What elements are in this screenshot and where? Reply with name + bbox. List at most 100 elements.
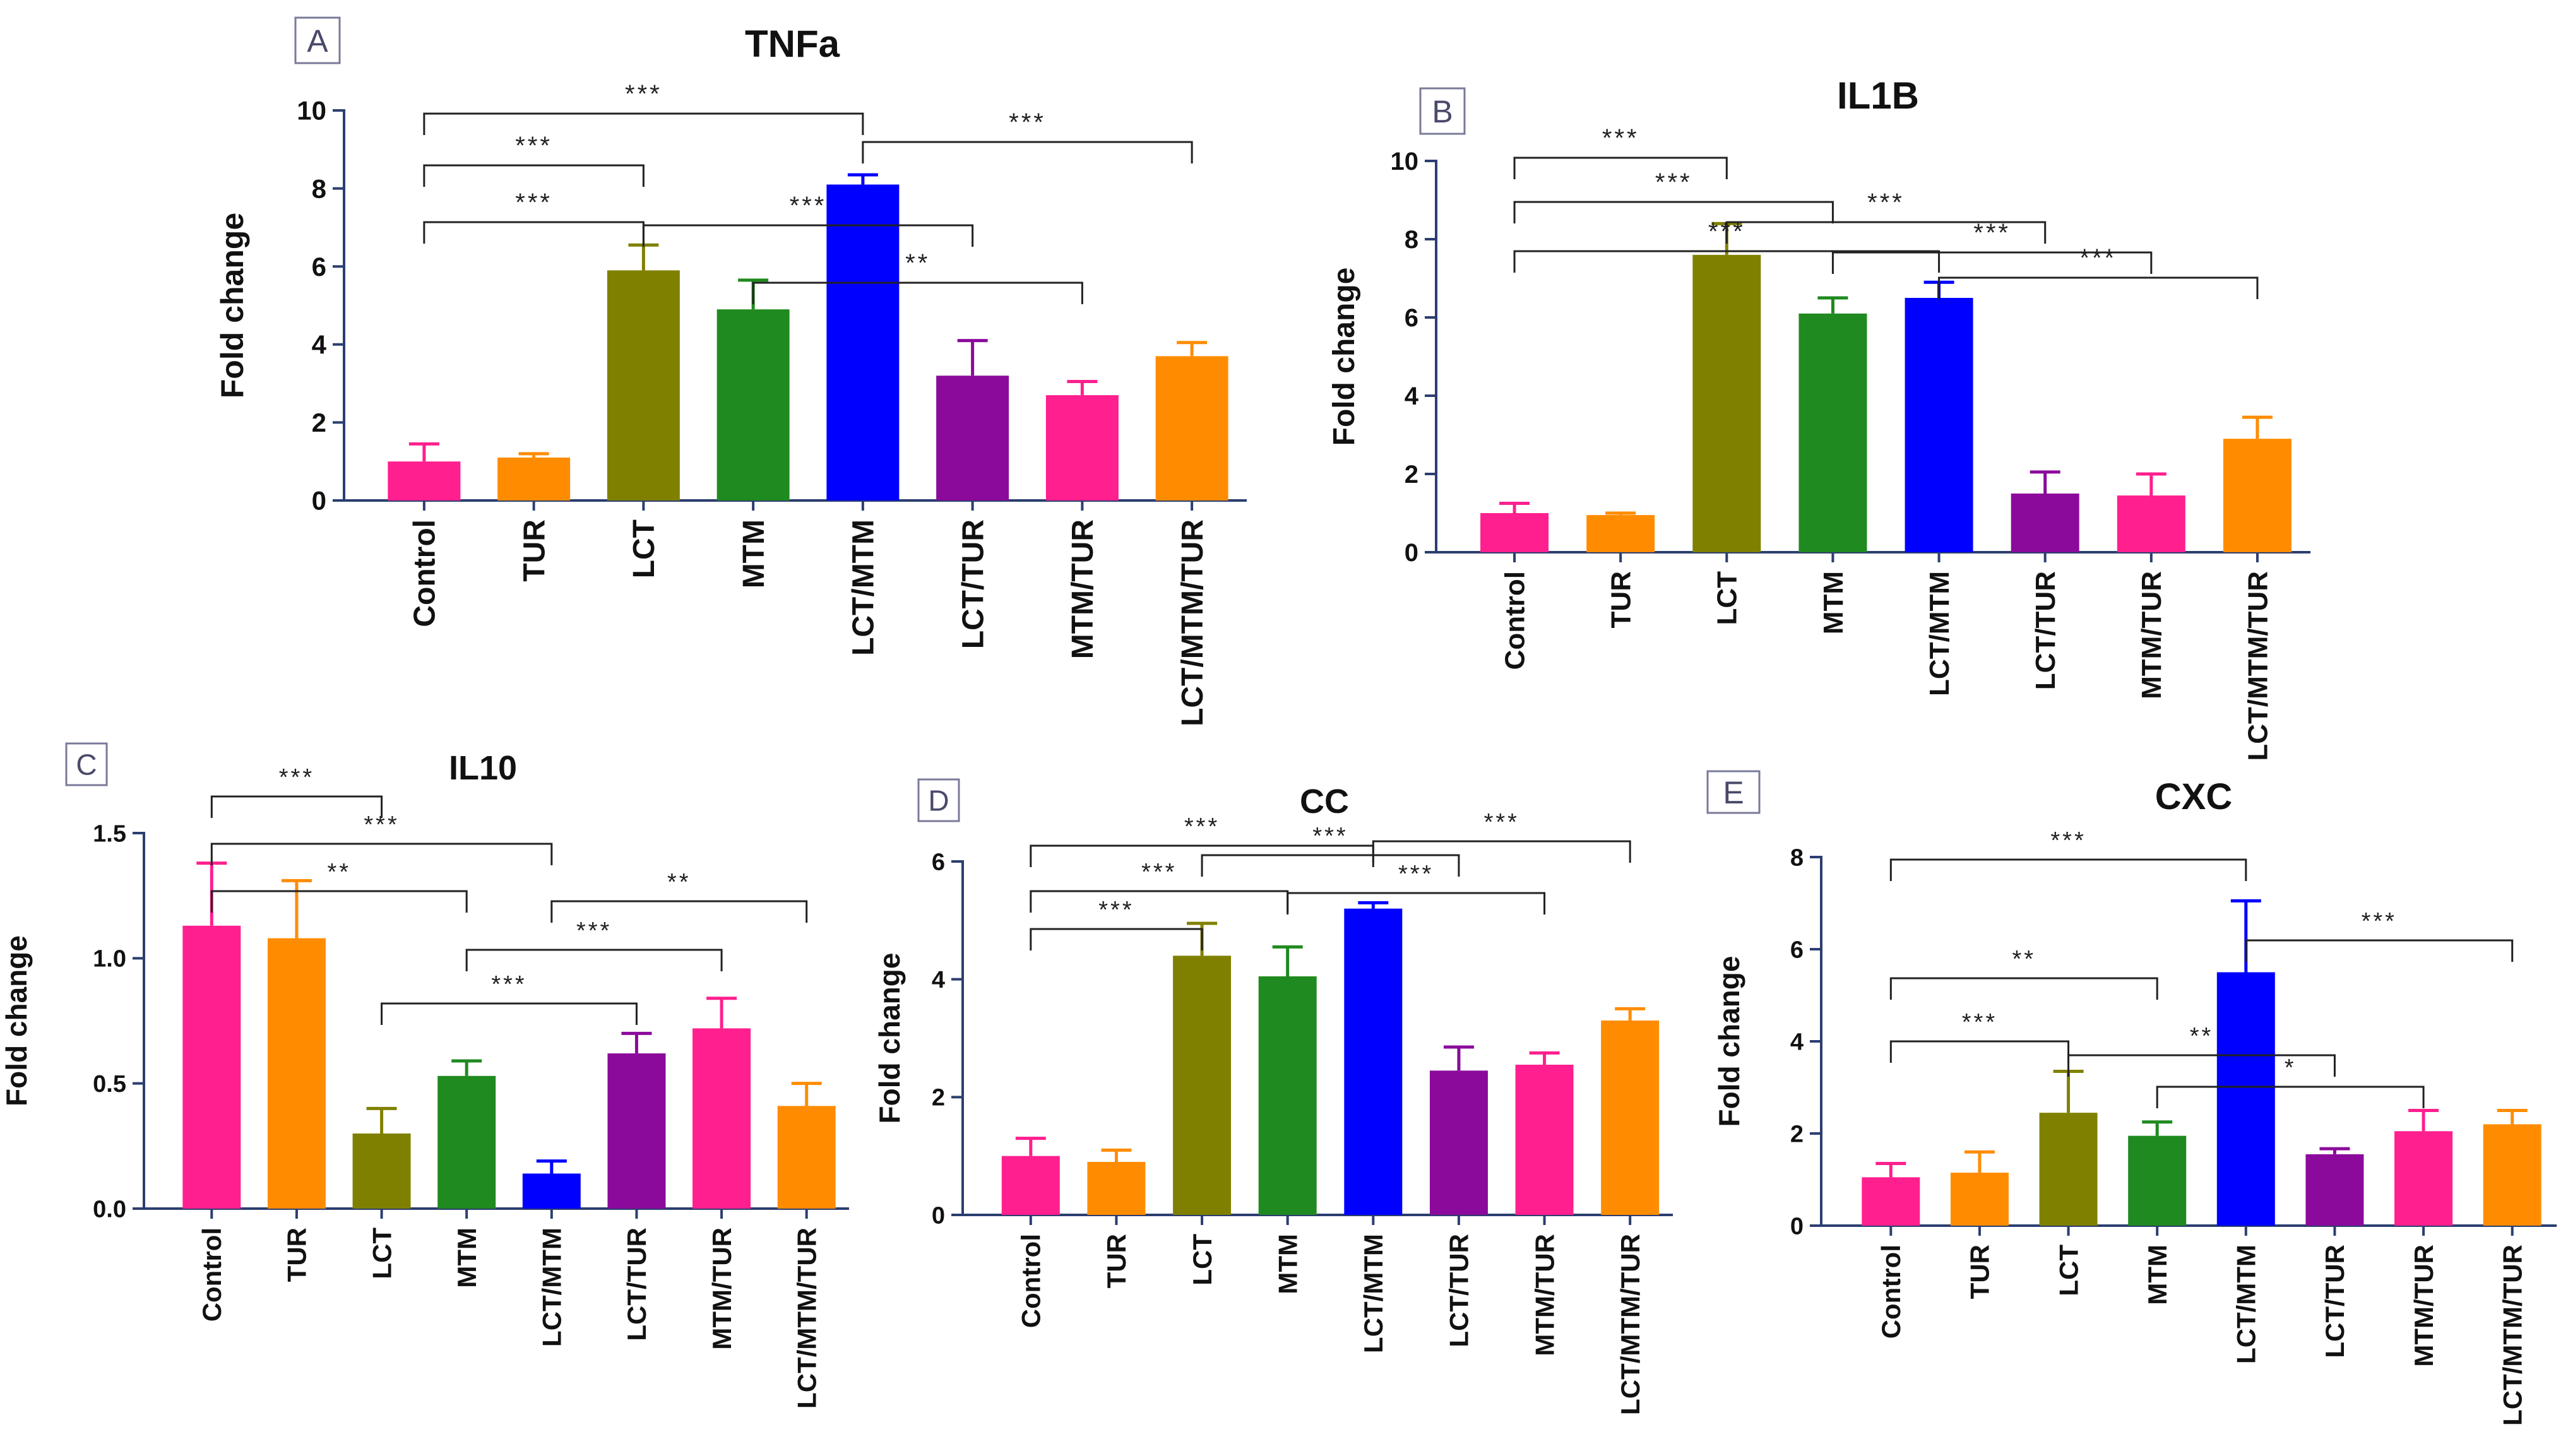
significance-bracket	[465, 949, 723, 971]
panel-label: A	[307, 23, 328, 59]
significance-bracket	[1831, 251, 2153, 274]
significance-label: **	[905, 249, 930, 277]
y-axis-title: Fold change	[1328, 268, 1361, 446]
panel-b: B IL1B Fold change 0 2 4 6 8 10 Control TUR LCT MTM L…	[1328, 74, 2310, 761]
panel-a: A TNFa Fold change 0 2 4 6 8 10 Control TUR LCT MTM L…	[215, 16, 1247, 726]
y-tick-label: 2	[1790, 1121, 1804, 1147]
significance-label: ***	[576, 918, 612, 944]
significance-label: **	[327, 859, 351, 885]
bar-mtm	[716, 309, 790, 500]
chart-title: CXC	[2155, 776, 2232, 817]
bar-tur	[267, 938, 326, 1209]
bar-control	[1480, 513, 1549, 552]
bar-control	[1862, 1177, 1920, 1226]
y-tick-label: 1.5	[93, 820, 126, 847]
significance-label: ***	[1962, 1009, 1997, 1036]
x-tick-label: LCT/MTM/TUR	[2242, 571, 2273, 761]
x-tick-label: TUR	[282, 1228, 312, 1282]
x-tick-label: LCT/MTM	[847, 519, 881, 656]
bar-lct	[1692, 254, 1761, 552]
y-tick-label: 10	[297, 96, 326, 126]
significance-bracket	[423, 164, 645, 187]
y-tick-label: 0	[1405, 539, 1418, 567]
y-tick-label: 8	[1405, 226, 1418, 254]
bar-control	[388, 461, 461, 500]
significance-bracket	[210, 795, 383, 818]
x-tick-label: LCT/MTM/TUR	[2497, 1245, 2527, 1426]
bar-lct-tur	[936, 376, 1009, 500]
x-tick-label: Control	[197, 1228, 227, 1322]
significance-bracket	[1372, 840, 1631, 863]
bar-lct-mtm	[826, 184, 900, 500]
significance-label: ***	[1098, 897, 1134, 923]
x-tick-label: LCT/MTM	[1924, 571, 1955, 696]
significance-bracket	[1513, 201, 1834, 223]
bar-lct	[607, 270, 680, 500]
y-tick-label: 0.0	[93, 1196, 126, 1222]
significance-bracket	[1201, 854, 1460, 877]
panel-d: D CC Fold change 0 2 4 6 Control TUR LCT MTM LCT/MT…	[873, 778, 1673, 1415]
x-tick-label: LCT	[2054, 1245, 2083, 1296]
significance-bracket	[1030, 890, 1289, 913]
bar-lct-mtm-tur	[1601, 1021, 1660, 1215]
y-tick-label: 0	[1790, 1213, 1804, 1240]
x-tick-label: MTM	[1818, 571, 1849, 634]
y-tick-label: 0	[312, 486, 326, 516]
significance-bracket	[1938, 276, 2259, 299]
x-tick-label: TUR	[1965, 1245, 1995, 1299]
y-tick-label: 4	[1405, 382, 1419, 410]
x-tick-label: LCT/MTM	[1358, 1234, 1388, 1353]
panel-label: C	[76, 749, 97, 781]
significance-bracket	[862, 141, 1193, 163]
x-tick-label: MTM/TUR	[1530, 1234, 1559, 1356]
bar-lct	[2039, 1113, 2098, 1226]
significance-label: ***	[2362, 908, 2397, 935]
y-tick-label: 1.0	[93, 946, 126, 973]
chart-title: IL1B	[1837, 74, 1919, 117]
y-tick-label: 8	[312, 174, 326, 203]
significance-bracket	[2245, 939, 2514, 962]
bar-control	[182, 925, 241, 1209]
x-tick-label: TUR	[1102, 1234, 1131, 1288]
bar-mtm-tur	[693, 1028, 751, 1209]
significance-label: ***	[279, 764, 314, 791]
x-tick-label: MTM/TUR	[707, 1228, 737, 1350]
bar-lct-mtm-tur	[1155, 356, 1228, 500]
significance-label: ***	[515, 189, 552, 216]
bar-lct-mtm	[1905, 298, 1973, 552]
y-tick-label: 0.5	[93, 1071, 126, 1098]
panel-label: D	[928, 784, 949, 817]
significance-label: **	[2190, 1023, 2214, 1050]
x-tick-label: TUR	[1606, 571, 1637, 628]
significance-bracket	[1889, 1040, 2070, 1063]
significance-bracket	[1725, 221, 2047, 244]
panel-label-box	[917, 778, 960, 822]
y-axis-title: Fold change	[215, 213, 250, 398]
panel-label-box	[1706, 770, 1761, 814]
x-tick-label: LCT	[1187, 1234, 1217, 1286]
x-tick-label: LCT/TUR	[1444, 1234, 1474, 1347]
panel-c: C IL10 Fold change 0.0 0.5 1.0 1.5 Control TUR LC…	[0, 742, 849, 1409]
bar-control	[1001, 1156, 1060, 1215]
significance-bracket	[423, 112, 864, 135]
significance-bracket	[210, 890, 468, 913]
bar-mtm	[1798, 313, 1867, 552]
significance-label: ***	[1655, 169, 1692, 196]
significance-label: ***	[2079, 244, 2117, 272]
chart-title: TNFa	[745, 23, 840, 65]
bar-mtm	[437, 1075, 496, 1209]
significance-bracket	[1889, 858, 2247, 881]
y-tick-label: 2	[1405, 461, 1418, 488]
significance-bracket	[210, 843, 553, 865]
bar-lct-mtm	[1344, 908, 1403, 1215]
significance-label: ***	[1398, 861, 1434, 887]
panel-label-box	[1419, 87, 1466, 135]
x-tick-label: Control	[1876, 1245, 1906, 1339]
x-tick-label: Control	[1016, 1234, 1046, 1328]
x-tick-label: MTM	[737, 519, 771, 588]
x-tick-label: LCT	[1712, 571, 1743, 625]
y-axis-title: Fold change	[1713, 956, 1745, 1127]
panel-e: E CXC Fold change 0 2 4 6 8 Control TUR LCT MTM LCT/…	[1706, 770, 2557, 1426]
y-tick-label: 2	[312, 408, 326, 437]
significance-label: ***	[1312, 823, 1348, 849]
